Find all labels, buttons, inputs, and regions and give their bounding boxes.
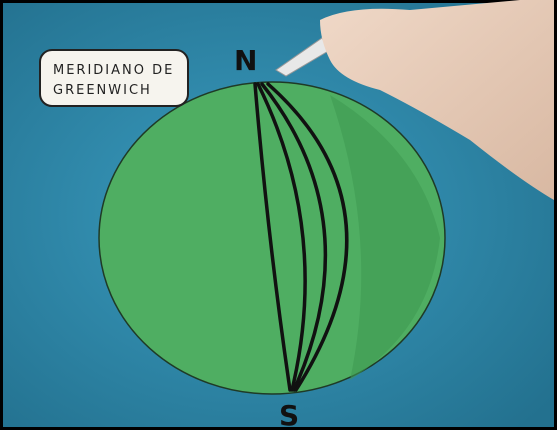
label-line: GREENWICH (53, 83, 152, 98)
label-line: MERIDIANO DE (53, 63, 174, 78)
page: MERIDIANO DE GREENWICH N S (() => { cons… (0, 0, 557, 430)
south-pole: S (279, 399, 299, 430)
north-pole: N (234, 44, 257, 77)
frame: MERIDIANO DE GREENWICH N S (0, 0, 557, 430)
